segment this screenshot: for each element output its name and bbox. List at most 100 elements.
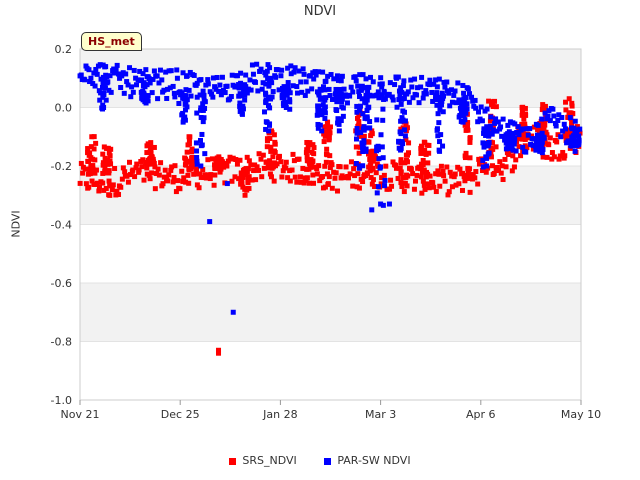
srs-ndvi-point xyxy=(329,162,335,168)
par-sw-ndvi-point xyxy=(354,109,360,115)
par-sw-ndvi-point xyxy=(440,109,446,115)
srs-ndvi-point xyxy=(511,164,517,170)
srs-ndvi-point xyxy=(248,162,254,168)
srs-ndvi-point xyxy=(279,174,285,180)
par-sw-ndvi-point xyxy=(503,146,509,152)
srs-ndvi-point xyxy=(522,105,528,111)
par-sw-ndvi-point xyxy=(103,97,109,103)
srs-ndvi-point xyxy=(165,178,171,184)
par-sw-ndvi-point xyxy=(142,99,148,105)
par-sw-ndvi-point xyxy=(441,79,447,85)
par-sw-ndvi-point xyxy=(217,82,223,88)
srs-ndvi-point xyxy=(332,175,338,181)
par-sw-ndvi-point xyxy=(478,104,484,110)
par-sw-ndvi-point xyxy=(360,144,366,150)
srs-ndvi-point xyxy=(249,177,255,183)
srs-ndvi-point xyxy=(87,166,93,172)
par-sw-ndvi-point xyxy=(355,83,361,89)
par-sw-ndvi-point xyxy=(263,72,269,78)
par-sw-ndvi-point xyxy=(556,112,562,118)
srs-ndvi-point xyxy=(467,135,473,141)
par-sw-ndvi-point xyxy=(200,88,206,94)
srs-ndvi-point xyxy=(173,189,179,195)
par-sw-ndvi-point xyxy=(577,126,583,132)
par-sw-ndvi-point xyxy=(466,91,472,97)
par-sw-ndvi-point xyxy=(439,98,445,104)
srs-ndvi-point xyxy=(181,175,187,181)
par-sw-ndvi-point xyxy=(137,68,143,74)
par-sw-ndvi-point xyxy=(572,148,578,154)
par-sw-ndvi-point xyxy=(213,86,219,92)
srs-ndvi-point xyxy=(107,153,113,159)
par-sw-ndvi-point xyxy=(255,88,261,94)
par-sw-ndvi-point xyxy=(442,84,448,90)
srs-ndvi-point xyxy=(321,139,327,145)
srs-ndvi-point xyxy=(419,161,425,167)
srs-ndvi-point xyxy=(418,164,424,170)
par-sw-ndvi-point xyxy=(145,98,151,104)
par-sw-ndvi-point xyxy=(426,82,432,88)
legend-item-par-sw: PAR-SW NDVI xyxy=(324,454,411,467)
par-sw-ndvi-point xyxy=(396,97,402,103)
par-sw-ndvi-point xyxy=(420,95,426,101)
par-sw-ndvi-point xyxy=(561,121,567,127)
par-sw-ndvi-point xyxy=(239,110,245,116)
srs-ndvi-point xyxy=(175,178,181,184)
srs-ndvi-point xyxy=(327,130,333,136)
srs-ndvi-point xyxy=(148,140,154,146)
par-sw-ndvi-point xyxy=(382,183,388,189)
srs-ndvi-point xyxy=(152,186,158,192)
par-sw-ndvi-point xyxy=(486,133,492,139)
par-sw-ndvi-point xyxy=(184,104,190,110)
par-sw-ndvi-point xyxy=(262,109,268,115)
par-sw-ndvi-point xyxy=(275,67,281,73)
srs-ndvi-point xyxy=(266,165,272,171)
srs-ndvi-point xyxy=(433,171,439,177)
srs-ndvi-point xyxy=(490,99,496,105)
srs-ndvi-point xyxy=(367,168,373,174)
par-sw-ndvi-point xyxy=(436,120,442,126)
srs-ndvi-point xyxy=(356,185,362,191)
srs-ndvi-point xyxy=(490,163,496,169)
srs-ndvi-point xyxy=(106,170,112,176)
par-sw-ndvi-point xyxy=(326,86,332,92)
srs-ndvi-point xyxy=(446,189,452,195)
srs-ndvi-point xyxy=(207,176,213,182)
srs-ndvi-point xyxy=(89,134,95,140)
par-sw-ndvi-point xyxy=(357,72,363,78)
par-sw-ndvi-point xyxy=(552,120,558,126)
par-sw-ndvi-point xyxy=(433,77,439,83)
par-sw-ndvi-point xyxy=(463,110,469,116)
srs-ndvi-point xyxy=(347,171,353,177)
srs-ndvi-point xyxy=(209,156,215,162)
srs-ndvi-point xyxy=(520,136,526,142)
par-sw-ndvi-point xyxy=(378,164,384,170)
srs-ndvi-point xyxy=(356,119,362,125)
par-sw-ndvi-point xyxy=(242,97,248,103)
srs-ndvi-point xyxy=(151,159,157,165)
srs-ndvi-point xyxy=(83,181,89,187)
par-sw-ndvi-point xyxy=(434,90,440,96)
srs-ndvi-point xyxy=(103,185,109,191)
srs-ndvi-point xyxy=(242,192,248,198)
par-sw-ndvi-point xyxy=(448,87,454,93)
par-sw-ndvi-point xyxy=(353,78,359,84)
par-sw-ndvi-point xyxy=(435,133,441,139)
srs-ndvi-point xyxy=(441,173,447,179)
srs-ndvi-point xyxy=(186,141,192,147)
par-sw-ndvi-point xyxy=(455,80,461,86)
srs-ndvi-point xyxy=(325,181,331,187)
y-tick-label: -1.0 xyxy=(51,394,72,407)
par-sw-ndvi-point xyxy=(398,145,404,151)
par-sw-ndvi-point xyxy=(197,92,203,98)
srs-ndvi-point xyxy=(438,163,444,169)
par-sw-ndvi-point xyxy=(202,151,208,157)
srs-ndvi-point xyxy=(449,184,455,190)
srs-ndvi-point xyxy=(364,171,370,177)
par-sw-ndvi-point xyxy=(139,91,145,97)
par-sw-ndvi-point xyxy=(331,76,337,82)
par-sw-ndvi-point xyxy=(512,121,518,127)
srs-ndvi-point xyxy=(251,168,257,174)
srs-ndvi-point xyxy=(110,182,116,188)
par-sw-ndvi-point xyxy=(356,89,362,95)
